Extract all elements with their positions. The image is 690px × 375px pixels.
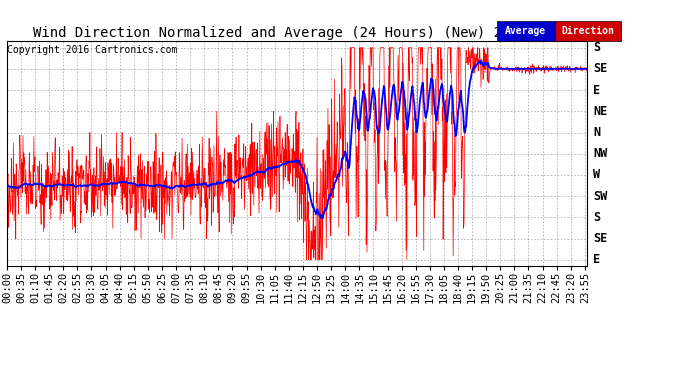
Text: W: W [593,168,600,182]
Text: SE: SE [593,62,608,75]
Text: S: S [593,211,600,224]
Text: SE: SE [593,232,608,245]
Text: SW: SW [593,190,608,203]
Text: NE: NE [593,105,608,118]
Text: Direction: Direction [562,26,614,36]
Text: NW: NW [593,147,608,160]
Text: Average: Average [505,26,546,36]
Text: S: S [593,41,600,54]
Text: E: E [593,84,600,97]
Text: E: E [593,254,600,266]
Text: N: N [593,126,600,139]
Text: Copyright 2016 Cartronics.com: Copyright 2016 Cartronics.com [7,45,177,55]
Text: Wind Direction Normalized and Average (24 Hours) (New) 20160530: Wind Direction Normalized and Average (2… [33,26,560,40]
